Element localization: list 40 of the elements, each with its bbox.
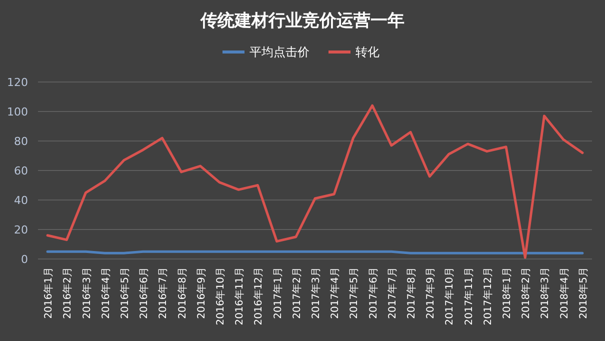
x-tick-label: 2016年12月 xyxy=(252,267,265,326)
legend-label: 平均点击价 xyxy=(250,45,310,59)
y-tick-label: 40 xyxy=(14,194,28,207)
x-tick-label: 2018年4月 xyxy=(558,267,570,319)
x-tick-label: 2016年2月 xyxy=(62,267,74,319)
x-tick-label: 2017年9月 xyxy=(424,267,437,319)
x-tick-label: 2017年4月 xyxy=(329,267,342,319)
y-tick-label: 120 xyxy=(7,76,28,89)
x-tick-label: 2017年3月 xyxy=(310,267,322,319)
x-tick-label: 2017年1月 xyxy=(272,267,284,319)
x-tick-label: 2017年6月 xyxy=(367,267,380,319)
x-tick-label: 2018年5月 xyxy=(577,267,590,319)
x-tick-label: 2016年6月 xyxy=(138,267,150,319)
x-tick-label: 2016年11月 xyxy=(234,267,246,326)
chart-title: 传统建材行业竞价运营一年 xyxy=(200,11,404,31)
y-tick-label: 60 xyxy=(14,164,28,178)
x-tick-label: 2017年10月 xyxy=(444,267,456,326)
x-tick-label: 2018年1月 xyxy=(501,267,514,319)
x-tick-label: 2016年5月 xyxy=(118,267,131,319)
x-tick-label: 2017年7月 xyxy=(386,267,398,319)
x-tick-label: 2018年3月 xyxy=(539,267,552,319)
line-series xyxy=(46,104,584,259)
y-tick-label: 80 xyxy=(14,135,28,148)
x-tick-label: 2017年5月 xyxy=(348,267,360,319)
x-tick-label: 2017年11月 xyxy=(462,267,475,326)
x-tick-label: 2016年8月 xyxy=(176,267,188,319)
x-tick-label: 2016年9月 xyxy=(195,267,208,319)
legend-label: 转化 xyxy=(356,45,380,59)
x-tick-label: 2016年3月 xyxy=(80,267,93,319)
x-tick-label: 2018年2月 xyxy=(520,267,532,319)
x-tick-label: 2017年8月 xyxy=(406,267,418,319)
x-tick-label: 2017年12月 xyxy=(482,267,494,326)
x-tick-label: 2016年7月 xyxy=(157,267,170,319)
x-tick-label: 2016年1月 xyxy=(42,267,55,319)
y-tick-label: 100 xyxy=(7,106,28,118)
x-tick-label: 2016年4月 xyxy=(100,267,112,319)
x-tick-label: 2017年2月 xyxy=(290,267,303,319)
y-tick-label: 0 xyxy=(21,253,28,266)
y-tick-label: 20 xyxy=(14,224,28,236)
x-tick-label: 2016年10月 xyxy=(214,267,226,326)
